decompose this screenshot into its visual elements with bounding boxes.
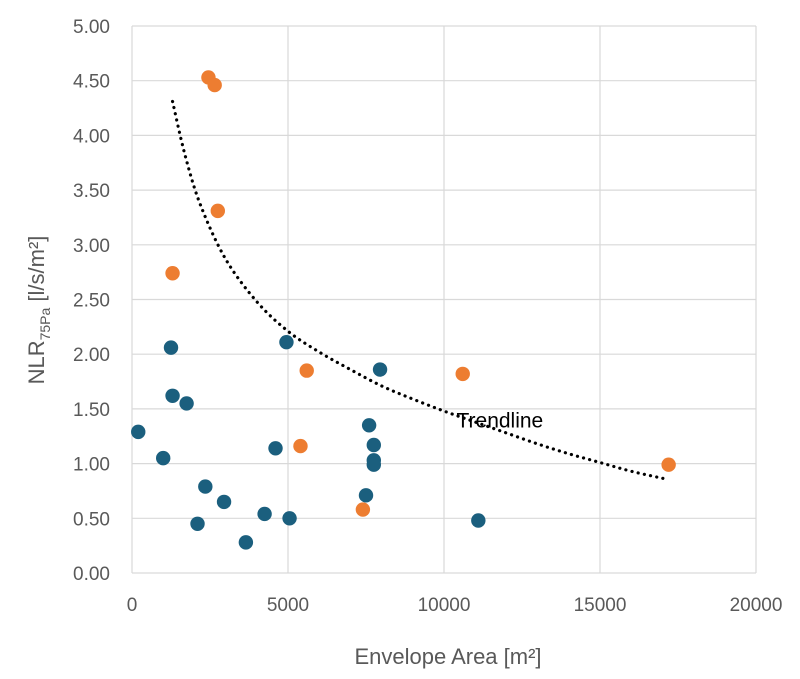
y-tick-label: 4.00 xyxy=(73,126,110,147)
y-tick-label: 1.00 xyxy=(73,455,110,476)
data-point-blue xyxy=(190,516,205,531)
data-point-blue xyxy=(471,513,486,528)
data-point-blue xyxy=(165,388,180,403)
data-point-orange xyxy=(207,77,222,93)
y-tick-label: 2.50 xyxy=(73,291,110,312)
y-tick-label: 1.50 xyxy=(73,400,110,421)
y-tick-label: 3.50 xyxy=(73,181,110,202)
y-tick-label: 0.00 xyxy=(73,564,110,585)
trendline-curve xyxy=(170,99,668,481)
data-point-orange xyxy=(165,266,180,281)
x-tick-label: 10000 xyxy=(418,595,471,616)
x-axis-title: Envelope Area [m²] xyxy=(354,644,541,669)
y-axis-tick-labels: 0.00 0.50 1.00 1.50 2.00 2.50 3.00 3.50 4.00 4.50… xyxy=(73,17,110,585)
data-point-blue xyxy=(358,488,374,503)
data-point-blue xyxy=(163,340,179,355)
data-point-blue xyxy=(198,479,213,494)
data-point-blue xyxy=(268,441,283,456)
y-tick-label: 3.00 xyxy=(73,236,110,257)
x-tick-label: 15000 xyxy=(574,595,627,616)
data-point-blue xyxy=(238,535,254,550)
data-point-orange xyxy=(293,438,308,454)
y-tick-label: 0.50 xyxy=(73,509,110,530)
y-axis-title-units: [l/s/m²] xyxy=(24,236,49,308)
data-point-blue xyxy=(366,457,381,472)
y-tick-label: 2.00 xyxy=(73,345,110,366)
data-point-blue xyxy=(279,334,294,350)
data-point-orange xyxy=(455,366,470,382)
data-point-blue xyxy=(156,450,171,466)
data-point-blue xyxy=(372,362,388,377)
y-tick-label: 4.50 xyxy=(73,72,110,93)
trendline xyxy=(170,99,668,481)
y-axis-title: NLR75Pa [l/s/m²] xyxy=(24,236,53,385)
data-points xyxy=(131,70,676,550)
data-point-blue xyxy=(282,511,297,526)
data-point-blue xyxy=(366,437,381,453)
x-tick-label: 5000 xyxy=(267,595,309,616)
data-point-blue xyxy=(216,494,232,510)
data-point-orange xyxy=(210,203,225,219)
data-point-orange xyxy=(355,502,371,517)
x-tick-label: 0 xyxy=(127,595,138,616)
y-axis-title-subscript: 75Pa xyxy=(37,307,53,340)
data-point-blue xyxy=(179,396,194,411)
data-point-orange xyxy=(299,363,314,378)
y-tick-label: 5.00 xyxy=(73,17,110,38)
data-point-blue xyxy=(131,424,146,440)
y-axis-title-base: NLR xyxy=(24,340,49,384)
data-point-blue xyxy=(361,418,377,433)
trendline-label: Trendline xyxy=(456,409,543,432)
x-tick-label: 20000 xyxy=(730,595,783,616)
x-axis-tick-labels: 0 5000 10000 15000 20000 xyxy=(127,595,783,616)
gridlines xyxy=(131,25,757,574)
data-point-orange xyxy=(661,457,676,472)
data-point-blue xyxy=(257,506,272,522)
